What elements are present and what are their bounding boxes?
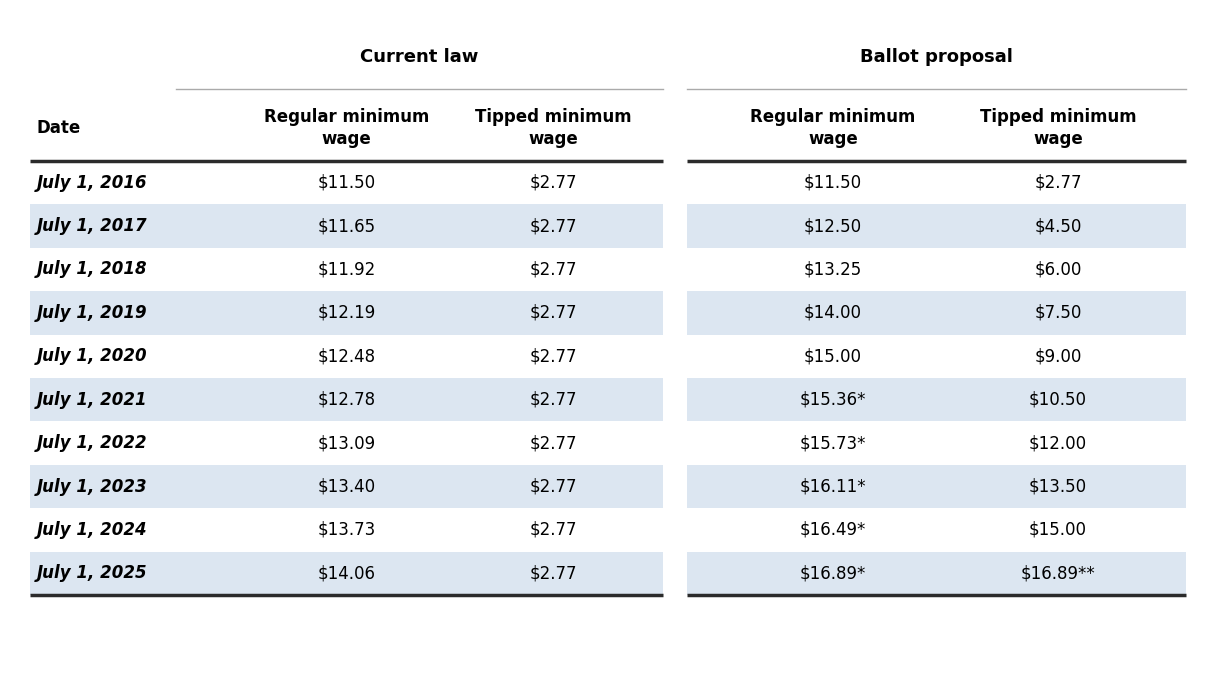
Text: July 1, 2019: July 1, 2019 xyxy=(36,304,147,322)
Text: $13.25: $13.25 xyxy=(804,260,862,279)
Text: $7.50: $7.50 xyxy=(1035,304,1081,322)
Text: July 1, 2016: July 1, 2016 xyxy=(36,174,147,192)
Text: $12.50: $12.50 xyxy=(804,217,862,235)
Text: July 1, 2023: July 1, 2023 xyxy=(36,477,147,496)
Text: $2.77: $2.77 xyxy=(529,391,578,409)
Text: $12.78: $12.78 xyxy=(317,391,376,409)
Bar xyxy=(30,291,663,335)
Bar xyxy=(687,552,1186,595)
Text: $16.89*: $16.89* xyxy=(800,564,866,582)
Text: $2.77: $2.77 xyxy=(529,174,578,192)
Text: $16.49*: $16.49* xyxy=(800,521,866,539)
Text: $11.50: $11.50 xyxy=(804,174,862,192)
Bar xyxy=(30,465,663,508)
Text: July 1, 2022: July 1, 2022 xyxy=(36,434,147,452)
Text: Date: Date xyxy=(36,119,80,136)
Text: $13.50: $13.50 xyxy=(1029,477,1087,496)
Text: $14.00: $14.00 xyxy=(804,304,862,322)
Text: $10.50: $10.50 xyxy=(1029,391,1087,409)
Text: $12.19: $12.19 xyxy=(317,304,376,322)
Text: $15.00: $15.00 xyxy=(804,347,862,365)
Text: $2.77: $2.77 xyxy=(529,434,578,452)
Text: $16.89**: $16.89** xyxy=(1020,564,1096,582)
Bar xyxy=(687,378,1186,421)
Bar xyxy=(30,378,663,421)
Text: $12.00: $12.00 xyxy=(1029,434,1087,452)
Text: $11.65: $11.65 xyxy=(317,217,376,235)
Text: $6.00: $6.00 xyxy=(1035,260,1081,279)
Text: $4.50: $4.50 xyxy=(1035,217,1081,235)
Text: July 1, 2024: July 1, 2024 xyxy=(36,521,147,539)
Bar xyxy=(687,465,1186,508)
Bar xyxy=(687,204,1186,248)
Text: $2.77: $2.77 xyxy=(529,521,578,539)
Text: $2.77: $2.77 xyxy=(529,564,578,582)
Text: July 1, 2017: July 1, 2017 xyxy=(36,217,147,235)
Bar xyxy=(687,291,1186,335)
Text: $11.50: $11.50 xyxy=(317,174,376,192)
Text: $16.11*: $16.11* xyxy=(800,477,866,496)
Text: Current law: Current law xyxy=(360,48,479,66)
Bar xyxy=(30,204,663,248)
Text: $2.77: $2.77 xyxy=(529,260,578,279)
Text: July 1, 2025: July 1, 2025 xyxy=(36,564,147,582)
Text: Tipped minimum
wage: Tipped minimum wage xyxy=(980,108,1136,148)
Text: $13.73: $13.73 xyxy=(317,521,376,539)
Text: July 1, 2021: July 1, 2021 xyxy=(36,391,147,409)
Text: $2.77: $2.77 xyxy=(529,347,578,365)
Text: $2.77: $2.77 xyxy=(529,304,578,322)
Text: $15.36*: $15.36* xyxy=(800,391,866,409)
Text: $15.73*: $15.73* xyxy=(800,434,866,452)
Text: $14.06: $14.06 xyxy=(317,564,376,582)
Text: $12.48: $12.48 xyxy=(317,347,376,365)
Text: $2.77: $2.77 xyxy=(529,477,578,496)
Text: Tipped minimum
wage: Tipped minimum wage xyxy=(475,108,631,148)
Text: $15.00: $15.00 xyxy=(1029,521,1087,539)
Text: $13.40: $13.40 xyxy=(317,477,376,496)
Text: $2.77: $2.77 xyxy=(1034,174,1082,192)
Text: $2.77: $2.77 xyxy=(529,217,578,235)
Text: $11.92: $11.92 xyxy=(317,260,376,279)
Text: Regular minimum
wage: Regular minimum wage xyxy=(750,108,916,148)
Text: July 1, 2020: July 1, 2020 xyxy=(36,347,147,365)
Text: $13.09: $13.09 xyxy=(317,434,376,452)
Text: Regular minimum
wage: Regular minimum wage xyxy=(264,108,429,148)
Text: July 1, 2018: July 1, 2018 xyxy=(36,260,147,279)
Bar xyxy=(30,552,663,595)
Text: Ballot proposal: Ballot proposal xyxy=(860,48,1013,66)
Text: $9.00: $9.00 xyxy=(1035,347,1081,365)
